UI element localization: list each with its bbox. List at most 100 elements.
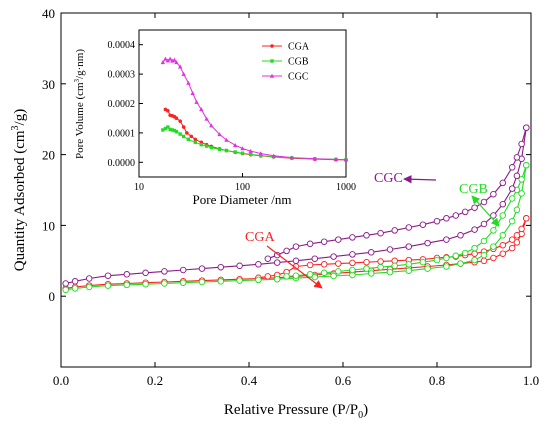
series-cga-desorption-point — [523, 215, 530, 222]
series-cgc-adsorption-point — [161, 268, 168, 275]
series-cga-desorption-point — [513, 232, 521, 239]
main-x-label-text: Relative Pressure (P/P — [224, 402, 358, 418]
main-y-axis-label: Quantity Adsorbed (cm3/g) — [10, 109, 28, 271]
inset-y-label-text: Pore Volume (cm — [74, 82, 86, 159]
legend-cgb-marker — [270, 59, 274, 63]
main-x-tick-label: 0.6 — [335, 373, 352, 388]
main-y-tick-label: 20 — [42, 148, 55, 163]
series-cgc-adsorption-point — [85, 275, 93, 282]
series-cgc-adsorption-point — [62, 280, 69, 287]
inset-series-cgb-point — [161, 128, 165, 132]
series-cgb-adsorption-point — [71, 285, 79, 292]
inset-series-cgb-point — [174, 130, 179, 134]
inset-legend: CGA CGB CGC — [262, 42, 310, 83]
inset-series-cga-point — [178, 119, 182, 123]
annotation-cgc-arrow — [403, 175, 437, 184]
series-cgb-adsorption-point — [198, 278, 206, 286]
series-cga-desorption-point — [499, 241, 507, 249]
inset-series-cgb-point — [168, 127, 172, 132]
main-y-label-text: Quantity Adsorbed (cm — [12, 130, 28, 271]
series-cgc-desorption-point — [320, 238, 328, 245]
series-cga-adsorption-point — [499, 250, 507, 257]
main-x-label-close: ) — [363, 402, 368, 418]
series-cgb-desorption-point — [461, 249, 469, 257]
series-cgb-desorption-point — [518, 176, 525, 183]
main-x-label-sub: 0 — [358, 410, 363, 421]
series-cga-desorption-point — [508, 236, 516, 243]
inset-series-cgc-point — [289, 155, 295, 160]
series-cgc-adsorption-point — [471, 226, 478, 233]
series-cgc-desorption-point — [433, 217, 441, 225]
main-x-tick-label: 1.0 — [523, 373, 539, 388]
series-cga-desorption-point — [335, 260, 342, 267]
inset-series-cgb-point — [259, 153, 263, 158]
inset-series-cga-point — [193, 137, 198, 142]
inset-series-cgb-point — [224, 148, 229, 153]
inset-series-cgc-point — [240, 146, 245, 151]
inset-series-cgb-point — [166, 125, 170, 129]
series-cgb-desorption-point — [283, 273, 290, 280]
series-cga-adsorption-point — [513, 239, 521, 246]
series-cgb-adsorption-point — [85, 283, 93, 291]
series-cga-desorption-point — [264, 273, 272, 280]
inset-series-cgc-point — [312, 156, 318, 161]
inset-series-cga-point — [185, 131, 189, 135]
series-cga-desorption-point — [518, 225, 525, 233]
series-cgb-adsorption-point — [457, 260, 464, 267]
series-cga-desorption-point — [471, 250, 478, 257]
series-cgb-adsorption-point — [330, 272, 337, 280]
series-cgc-desorption-point — [391, 227, 398, 234]
legend-cgb-label: CGB — [288, 57, 309, 68]
series-cgc-adsorption-point — [499, 200, 507, 208]
main-x-tick-label: 0.2 — [147, 373, 163, 388]
series-cgb-adsorption-point — [386, 268, 394, 276]
series-cgb-adsorption-point — [480, 251, 488, 259]
annotation-cga-arrow — [266, 245, 323, 289]
series-cgb-adsorption-point — [405, 267, 413, 274]
legend-cga-marker — [270, 44, 274, 48]
inset-series-group — [160, 56, 349, 162]
series-cgc-desorption-point — [363, 232, 370, 239]
inset-chart: 10 100 10000.00000.00010.00020.00030.0004 … — [73, 21, 362, 207]
inset-series-cgb-point — [172, 128, 177, 133]
series-cgb-adsorption-point — [367, 270, 375, 277]
inset-series-cgc-point — [199, 107, 204, 112]
main-x-tick-label: 0.0 — [53, 373, 69, 388]
series-cgc-adsorption-point — [349, 251, 356, 258]
series-cgc-desorption-point — [471, 204, 478, 211]
series-cgb-adsorption-point — [490, 243, 497, 250]
inset-series-cgc-point — [209, 123, 214, 128]
series-cgb-adsorption-point — [179, 279, 187, 286]
series-cga-desorption-point — [349, 259, 356, 267]
series-cga-desorption-point — [377, 258, 384, 265]
inset-series-cgc-point — [172, 57, 177, 62]
series-cgc-adsorption-point — [508, 185, 516, 192]
inset-series-cgb-point — [240, 151, 245, 155]
series-cgc-desorption-point — [264, 255, 272, 262]
main-y-label-sup: 3 — [10, 125, 21, 130]
inset-series-cgc-point — [258, 151, 263, 156]
inset-series-cgc-point — [186, 80, 191, 85]
inset-series-cgb-point — [209, 145, 214, 150]
series-cgb-adsorption-point — [142, 280, 149, 288]
series-cgc-adsorption-point — [142, 269, 149, 277]
inset-y-axis-label: Pore Volume (cm3/g·nm) — [73, 49, 86, 159]
legend-cgc-label: CGC — [288, 72, 309, 83]
series-cgb-adsorption-point — [236, 277, 243, 284]
inset-series-cgc-point — [163, 56, 168, 61]
series-cgc-desorption-point — [480, 198, 488, 206]
inset-series-cgc-point — [194, 99, 199, 104]
series-cgc-adsorption-point — [424, 239, 431, 247]
inset-series-cgb-point — [248, 152, 253, 157]
inset-series-cgb-point — [233, 150, 237, 154]
series-cgc-adsorption-point — [405, 243, 413, 250]
series-cgc-adsorption-point — [123, 271, 131, 278]
series-cgb-adsorption-point — [255, 276, 262, 284]
series-cgc-adsorption-point — [255, 261, 262, 268]
inset-y-tick-label: 0.0002 — [108, 99, 136, 110]
inset-series-cgc-point — [160, 60, 166, 65]
main-y-tick-label: 10 — [42, 218, 55, 233]
series-cgb-desorption-point — [292, 272, 300, 279]
series-cgb-desorption-point — [405, 261, 413, 268]
